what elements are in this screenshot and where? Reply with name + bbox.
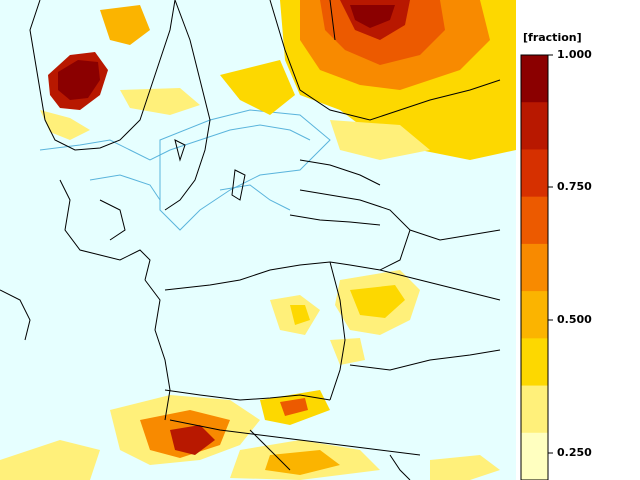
fraction-field-central xyxy=(270,270,420,365)
legend-color-step xyxy=(521,243,548,292)
legend-colorbar xyxy=(520,54,549,480)
legend-ticks xyxy=(548,54,553,454)
legend-color-step xyxy=(521,385,548,434)
fraction-field-south xyxy=(0,390,500,480)
legend-tick-label: 1.000 xyxy=(557,48,592,61)
legend-color-step xyxy=(521,55,548,103)
legend-unit-label: [fraction] xyxy=(523,31,582,44)
legend-color-step xyxy=(521,102,548,150)
legend-color-step xyxy=(521,338,548,387)
legend-color-step xyxy=(521,432,548,480)
coastlines xyxy=(39,124,311,211)
legend-color-step xyxy=(521,149,548,198)
legend-tick-label: 0.250 xyxy=(557,446,592,459)
legend-color-step xyxy=(521,196,548,245)
legend-color-step xyxy=(521,291,548,339)
legend-border xyxy=(520,54,549,480)
country-borders xyxy=(0,0,501,480)
fraction-field-norway xyxy=(40,5,150,140)
fraction-field-finland xyxy=(120,0,516,160)
baltic-sea xyxy=(159,109,331,231)
legend-tick-label: 0.750 xyxy=(557,180,592,193)
legend-tick-label: 0.500 xyxy=(557,313,592,326)
